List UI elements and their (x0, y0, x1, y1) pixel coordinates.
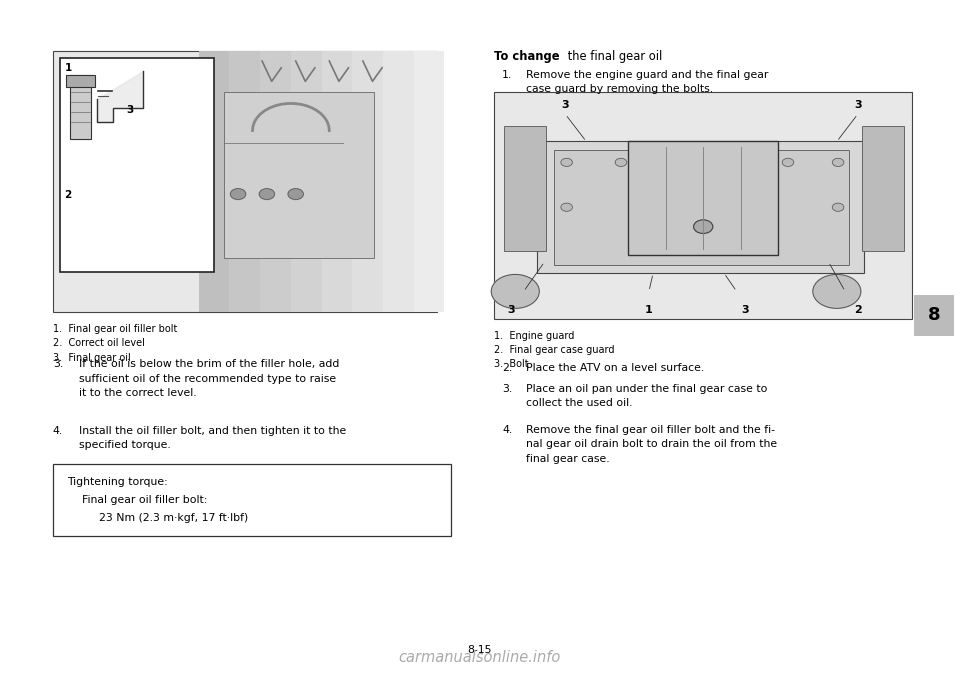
Text: 3.: 3. (53, 359, 63, 370)
Text: 2: 2 (853, 304, 861, 315)
Text: 1: 1 (64, 63, 72, 73)
Bar (53, 51, 437, 312)
Circle shape (615, 159, 627, 167)
Circle shape (561, 203, 572, 212)
Bar (291, 51, 322, 312)
Bar (554, 150, 849, 265)
Text: Tightening torque:: Tightening torque: (67, 477, 168, 487)
Text: Place an oil pan under the final gear case to: Place an oil pan under the final gear ca… (526, 384, 767, 394)
Text: 3: 3 (126, 104, 133, 115)
Text: nal gear oil drain bolt to drain the oil from the: nal gear oil drain bolt to drain the oil… (526, 439, 778, 450)
Text: 8-15: 8-15 (468, 645, 492, 656)
Text: 3: 3 (741, 304, 749, 315)
Bar (862, 125, 903, 250)
Text: carmanualsonline.info: carmanualsonline.info (398, 650, 562, 664)
Bar (260, 51, 291, 312)
Text: case guard by removing the bolts.: case guard by removing the bolts. (526, 84, 713, 94)
Bar (70, 75, 91, 139)
Bar (224, 92, 374, 258)
Text: 3.  Bolt: 3. Bolt (494, 359, 529, 370)
Text: Place the ATV on a level surface.: Place the ATV on a level surface. (526, 363, 705, 373)
Circle shape (693, 220, 712, 233)
Text: If the oil is below the brim of the filler hole, add: If the oil is below the brim of the fill… (79, 359, 339, 370)
Bar (352, 51, 383, 312)
Text: final gear case.: final gear case. (526, 454, 610, 464)
Circle shape (665, 159, 677, 167)
Text: 3: 3 (507, 304, 515, 315)
Bar (383, 51, 414, 312)
Bar (199, 51, 229, 312)
Text: collect the used oil.: collect the used oil. (526, 398, 633, 408)
Text: 3.: 3. (502, 384, 513, 394)
Bar (322, 51, 352, 312)
Text: 1.  Final gear oil filler bolt: 1. Final gear oil filler bolt (53, 324, 178, 334)
Text: 3: 3 (562, 100, 569, 110)
Bar (60, 58, 214, 272)
Text: 8: 8 (927, 306, 941, 324)
Text: 23 Nm (2.3 m·kgf, 17 ft·lbf): 23 Nm (2.3 m·kgf, 17 ft·lbf) (99, 513, 248, 523)
Text: Install the oil filler bolt, and then tighten it to the: Install the oil filler bolt, and then ti… (79, 426, 346, 436)
Text: 4.: 4. (502, 425, 513, 435)
Text: 4.: 4. (53, 426, 63, 436)
Circle shape (288, 188, 303, 199)
Bar (66, 75, 95, 87)
Circle shape (561, 159, 572, 167)
Polygon shape (97, 71, 143, 122)
Text: the final gear oil: the final gear oil (564, 50, 662, 63)
Circle shape (259, 188, 275, 199)
Bar (229, 51, 260, 312)
Bar (914, 295, 954, 336)
Bar (414, 51, 444, 312)
Text: 2.  Correct oil level: 2. Correct oil level (53, 338, 145, 348)
Circle shape (813, 275, 861, 308)
Text: 1.: 1. (502, 70, 513, 80)
Text: 1: 1 (645, 304, 653, 315)
Circle shape (728, 159, 739, 167)
Text: Remove the engine guard and the final gear: Remove the engine guard and the final ge… (526, 70, 768, 80)
Bar (628, 142, 779, 255)
Circle shape (492, 275, 540, 308)
Text: 2: 2 (64, 191, 72, 200)
Circle shape (832, 159, 844, 167)
Bar (494, 92, 912, 319)
Bar (504, 125, 545, 250)
Text: 3.  Final gear oil: 3. Final gear oil (53, 353, 131, 363)
Circle shape (782, 159, 794, 167)
Text: 1.  Engine guard: 1. Engine guard (494, 331, 575, 341)
Bar (538, 141, 864, 273)
Text: 2.: 2. (502, 363, 513, 373)
Bar (53, 464, 451, 536)
Text: 3: 3 (853, 100, 861, 110)
Text: it to the correct level.: it to the correct level. (79, 388, 197, 398)
Circle shape (230, 188, 246, 199)
Circle shape (832, 203, 844, 212)
Text: To change: To change (494, 50, 560, 63)
Text: Final gear oil filler bolt:: Final gear oil filler bolt: (82, 495, 207, 505)
Text: sufficient oil of the recommended type to raise: sufficient oil of the recommended type t… (79, 374, 336, 384)
Text: Remove the final gear oil filler bolt and the fi-: Remove the final gear oil filler bolt an… (526, 425, 775, 435)
Text: 2.  Final gear case guard: 2. Final gear case guard (494, 345, 615, 355)
Text: specified torque.: specified torque. (79, 440, 171, 450)
